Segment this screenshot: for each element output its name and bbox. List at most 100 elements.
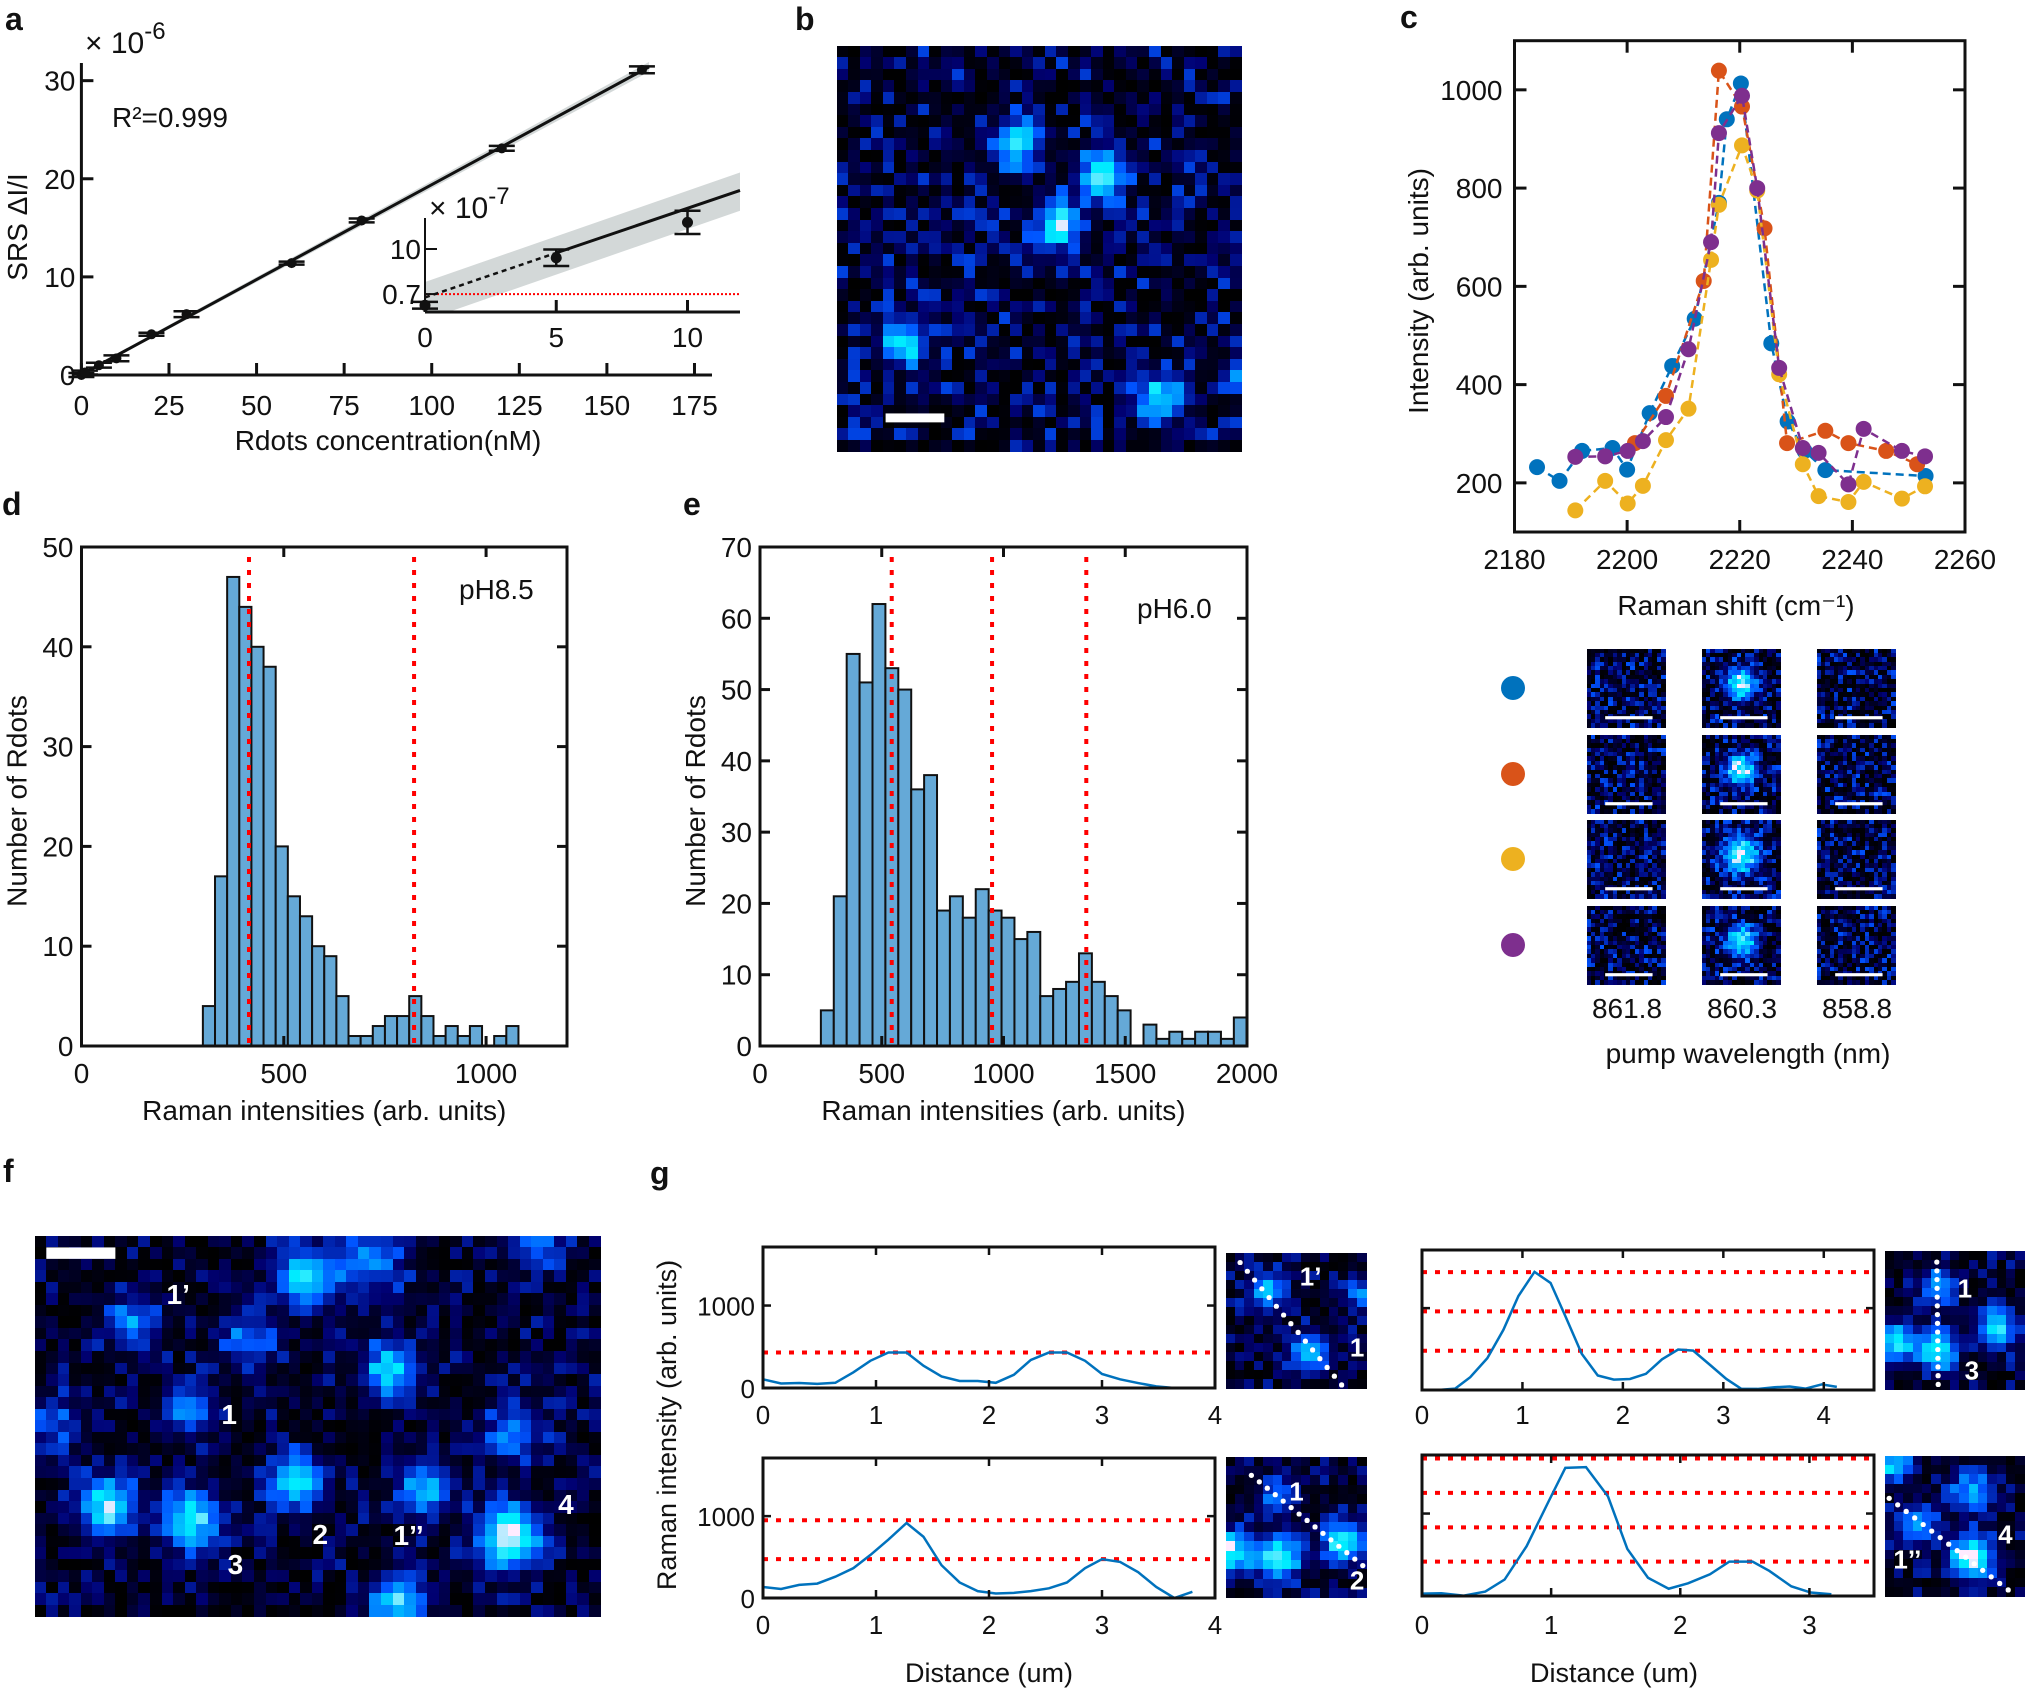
data-point xyxy=(1893,442,1910,459)
histogram-bar xyxy=(286,895,301,1047)
histogram-bar xyxy=(1168,1030,1184,1047)
histogram-bar xyxy=(871,603,887,1047)
series-line xyxy=(1536,82,1926,483)
x-tick-label: 2 xyxy=(1616,1400,1630,1430)
inset-data-point xyxy=(674,209,701,236)
plot-frame xyxy=(1513,39,1967,534)
column-label: 861.8 xyxy=(1592,993,1662,1024)
histogram-bar xyxy=(420,1015,435,1047)
x-tick-label: 4 xyxy=(1817,1400,1831,1430)
y-tick-label: 20 xyxy=(721,888,752,919)
data-point xyxy=(1680,341,1697,358)
data-point xyxy=(1734,87,1751,104)
histogram-bar xyxy=(897,688,913,1047)
data-point xyxy=(1597,472,1614,489)
x-tick-label: 2220 xyxy=(1709,544,1771,575)
y-tick-label: 200 xyxy=(1456,468,1503,499)
profile-plot-3: 0 1 2 3 4 xyxy=(1415,1248,1876,1430)
x-tick-label: 100 xyxy=(408,390,455,421)
histogram-bar xyxy=(1207,1030,1222,1047)
multiplier-base: × 10 xyxy=(85,27,144,60)
x-tick-label: 2 xyxy=(982,1610,996,1640)
y-tick-label: 10 xyxy=(721,960,752,991)
multiplier-base: × 10 xyxy=(429,192,488,225)
histogram-bar xyxy=(1026,930,1042,1048)
intensity-profile-line xyxy=(762,1351,1175,1390)
histogram-bar xyxy=(1039,995,1055,1047)
data-point xyxy=(71,367,98,378)
inset-y-tick-label: 0.7 xyxy=(382,279,421,310)
image-tile xyxy=(1587,906,1666,985)
x-axis-label: Raman shift (cm⁻¹) xyxy=(1617,590,1854,621)
histogram-bar xyxy=(923,774,939,1047)
data-point xyxy=(1817,462,1834,479)
profile-thumbnail-2 xyxy=(1226,1457,1367,1598)
x-tick-label: 50 xyxy=(241,390,272,421)
histogram-bar xyxy=(383,1015,399,1047)
data-point xyxy=(1878,442,1895,459)
data-point xyxy=(1794,439,1811,456)
profile-plot-2: 0 1 2 3 4 0 1000 xyxy=(697,1456,1222,1640)
histogram-bar xyxy=(1142,1023,1158,1047)
plot-frame xyxy=(758,545,1249,1048)
data-point xyxy=(1551,472,1568,489)
data-point xyxy=(1917,478,1934,495)
histogram-bar xyxy=(858,681,874,1047)
x-tick-label: 0 xyxy=(74,390,90,421)
data-point xyxy=(1657,409,1674,426)
column-label: 858.8 xyxy=(1822,993,1892,1024)
profile-thumbnail-1 xyxy=(1226,1253,1367,1389)
marker xyxy=(79,367,90,378)
x-tick-label: 2240 xyxy=(1821,544,1883,575)
histogram-bar xyxy=(974,888,990,1048)
x-tick-label: 3 xyxy=(1802,1610,1816,1640)
y-tick-label: 600 xyxy=(1456,271,1503,302)
chart-g-profiles: 0 1 2 3 4 0 1000 0 1 2 3 4 0 1000 0 1 2 3 4 0 1 2 3 Distance (u… xyxy=(652,1245,1876,1688)
panel-label-f: f xyxy=(3,1153,14,1189)
y-tick-label: 30 xyxy=(44,66,75,97)
x-tick-label: 0 xyxy=(752,1058,768,1089)
y-tick-label: 40 xyxy=(721,746,752,777)
data-point xyxy=(1893,490,1910,507)
data-point xyxy=(173,309,200,320)
y-axis-label: Raman intensity (arb. units) xyxy=(652,1260,682,1590)
data-point xyxy=(348,215,375,226)
image-tile xyxy=(1817,735,1896,814)
y-tick-label: 800 xyxy=(1456,173,1503,204)
data-point xyxy=(85,360,112,371)
y-tick-label: 10 xyxy=(44,262,75,293)
chart-c-image-grid: 861.8 860.3 858.8 pump wavelength (nm) xyxy=(1501,676,1892,1069)
y-tick-label: 1000 xyxy=(697,1292,755,1322)
y-tick-label: 10 xyxy=(42,931,73,962)
x-tick-label: 3 xyxy=(1716,1400,1730,1430)
spot-label: 2 xyxy=(1349,1565,1365,1596)
x-tick-label: 1 xyxy=(869,1400,883,1430)
profile-plot-4: 0 1 2 3 xyxy=(1415,1453,1876,1640)
x-tick-label: 0 xyxy=(756,1400,770,1430)
marker xyxy=(181,309,192,320)
histogram-bar xyxy=(214,875,229,1048)
spot-label: 4 xyxy=(1998,1519,2013,1550)
spot-label: 2 xyxy=(312,1518,329,1550)
y-tick-label: 1000 xyxy=(1440,75,1502,106)
row-color-marker xyxy=(1501,676,1525,700)
x-tick-label: 150 xyxy=(584,390,631,421)
x-tick-label: 1 xyxy=(869,1610,883,1640)
histogram-bar xyxy=(262,665,277,1047)
x-tick-label: 3 xyxy=(1095,1400,1109,1430)
y-tick-label: 60 xyxy=(721,603,752,634)
histogram-bar xyxy=(832,895,848,1047)
histogram-bar xyxy=(1052,987,1068,1048)
data-point xyxy=(1810,488,1827,505)
spot-label: 4 xyxy=(558,1488,574,1520)
y-tick-label: 20 xyxy=(44,164,75,195)
series-line xyxy=(1575,92,1926,487)
plot-frame xyxy=(761,1245,1217,1390)
y-axis-label: Intensity (arb. units) xyxy=(1403,168,1434,414)
data-point xyxy=(1710,125,1727,142)
data-point xyxy=(1855,420,1872,437)
x-tick-label: 1 xyxy=(1515,1400,1529,1430)
x-tick-label: 4 xyxy=(1208,1400,1222,1430)
